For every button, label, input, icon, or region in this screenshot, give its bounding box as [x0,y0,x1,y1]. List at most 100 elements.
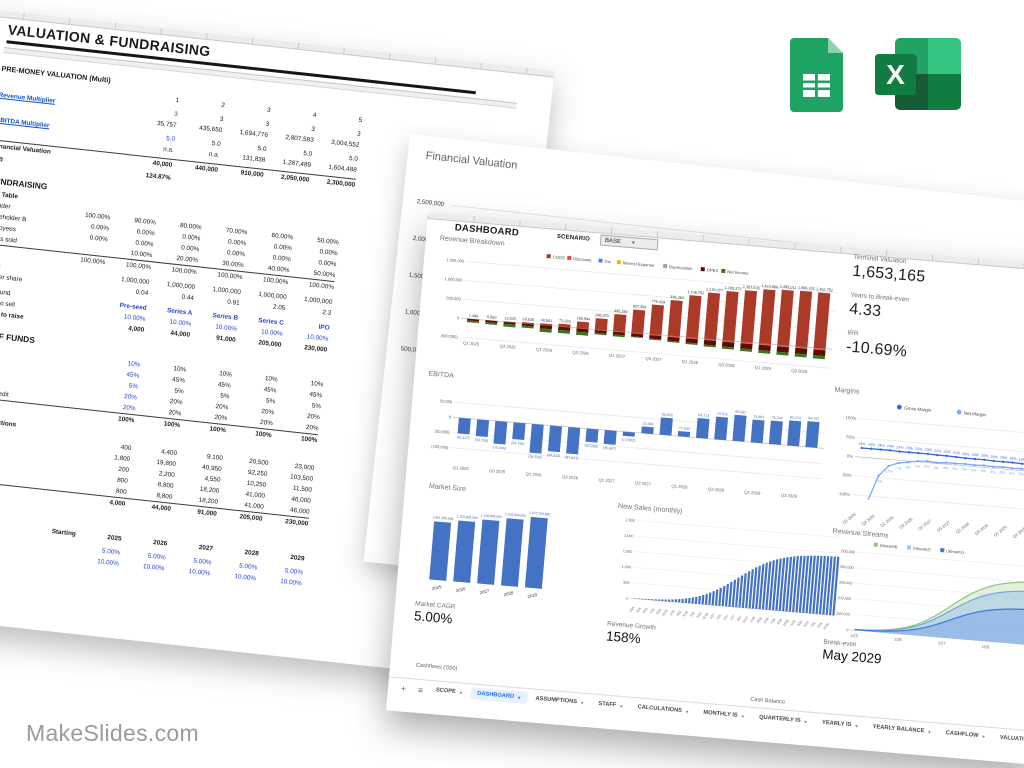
svg-text:Q3 2025: Q3 2025 [499,343,516,349]
tab-menu-arrow-icon[interactable]: ▼ [516,694,522,701]
svg-text:2,500: 2,500 [625,518,635,523]
kpi-column: Terminal Valuation 1,653,165 Years to Br… [844,254,1024,386]
kpi-years-to-breakeven: Years to Break-even 4.33 [848,291,910,321]
svg-text:Q1 2025: Q1 2025 [452,465,469,471]
svg-text:7/27: 7/27 [729,614,736,621]
sheet-tab-scope[interactable]: SCOPE ▼ [435,687,464,696]
svg-text:4%: 4% [952,467,958,471]
tab-menu-arrow-icon[interactable]: ▼ [579,699,585,706]
svg-text:11/26: 11/26 [701,612,709,621]
svg-text:23%: 23% [896,445,904,450]
svg-text:-3%: -3% [904,465,912,470]
revenue-breakdown-chart[interactable]: COGS Discounts Tax Interest Expense Deprecia… [431,243,843,379]
excel-icon: X [875,38,961,110]
tab-menu-arrow-icon[interactable]: ▼ [684,708,690,715]
svg-text:50,000: 50,000 [440,398,453,404]
svg-text:19%: 19% [990,455,998,460]
svg-text:169,594: 169,594 [576,316,590,321]
market-size-chart[interactable]: 1,051,200,000 2025 1,103,800,000 2026 1,158,… [420,491,561,610]
tab-menu-arrow-icon[interactable]: ▼ [803,718,809,725]
margins-panel: Margins Gross Margin Net Margin 100% 50% 0% -… [822,387,1024,556]
tab-menu-arrow-icon[interactable]: ▼ [740,713,746,719]
sheet-tab-assumptions[interactable]: ASSUMPTIONS ▼ [535,695,585,706]
svg-text:200,000: 200,000 [837,596,851,601]
svg-text:19%: 19% [1009,456,1017,461]
sheet-tab-monthly-is[interactable]: MONTHLY IS ▼ [703,709,746,719]
svg-text:Tax: Tax [604,259,612,265]
svg-text:Q3 2026: Q3 2026 [562,474,579,480]
app-icons: X [790,36,965,112]
tab-menu-arrow-icon[interactable]: ▼ [981,733,987,740]
svg-text:13,525: 13,525 [504,316,516,321]
dashboard-sheet: DASHBOARD SCENARIO BASE ▼ Revenue Breakd… [386,212,1024,765]
svg-text:OPEX: OPEX [707,267,719,273]
svg-text:11/25: 11/25 [661,608,669,617]
svg-text:22%: 22% [934,449,942,454]
svg-text:76,744: 76,744 [771,416,782,421]
sheet-tab-cashflow[interactable]: CASHFLOW ▼ [945,730,987,740]
revenue-streams-panel: Revenue Streams (Stream3) (Stream2) (Strea… [823,528,1024,668]
add-sheet-button[interactable]: + [400,683,407,694]
svg-text:(Stream3): (Stream3) [879,543,898,550]
svg-text:-17%: -17% [884,469,893,474]
svg-text:Net Margin: Net Margin [964,411,987,418]
svg-text:24%: 24% [858,442,866,447]
svg-text:936,290: 936,290 [670,295,684,300]
svg-text:1,105,752: 1,105,752 [687,290,704,295]
svg-text:500,000: 500,000 [841,549,855,554]
sheet-tab-calculations[interactable]: CALCULATIONS ▼ [637,704,690,715]
svg-text:1/25: 1/25 [850,633,859,639]
svg-text:5%: 5% [962,467,968,471]
svg-text:23%: 23% [915,447,923,452]
sheet-tab-staff[interactable]: STAFF ▼ [598,700,624,709]
chevron-down-icon: ▼ [630,239,637,246]
sheet-tab-yearly-balance[interactable]: YEARLY BALANCE ▼ [872,724,932,735]
market-size-panel: Market Size 1,051,200,000 2025 1,103,800,0… [419,483,561,615]
svg-text:(54,756): (54,756) [511,441,525,446]
svg-text:1,216,900,000: 1,216,900,000 [505,512,527,518]
svg-text:2028: 2028 [503,590,514,597]
svg-text:5%: 5% [1000,470,1006,474]
ebitda-chart[interactable]: 50,000 0 (50,000) (100,000) (51,147) Q1 2025 (… [420,379,831,505]
svg-text:Q1 2029: Q1 2029 [755,365,772,371]
svg-text:40,561: 40,561 [541,318,553,323]
sheet-tab-dashboard[interactable]: DASHBOARD ▼ [470,687,528,705]
sheet-tab-quarterly-is[interactable]: QUARTERLY IS ▼ [758,714,809,725]
tab-menu-arrow-icon[interactable]: ▼ [854,722,859,729]
svg-text:1,389: 1,389 [469,314,479,319]
svg-text:5/28: 5/28 [763,617,770,624]
svg-text:4%: 4% [971,468,977,472]
svg-text:Q3 2028: Q3 2028 [974,522,990,536]
stat-revenue-growth: Revenue Growth 158% [605,620,657,647]
tab-menu-arrow-icon[interactable]: ▼ [927,729,932,735]
svg-text:2%: 2% [933,466,939,470]
svg-text:Discounts: Discounts [573,256,592,263]
all-sheets-menu-icon[interactable]: ≡ [417,684,424,696]
tab-menu-arrow-icon[interactable]: ▼ [458,689,464,696]
svg-text:1/28: 1/28 [981,644,990,650]
svg-text:Q3 2029: Q3 2029 [781,493,798,499]
svg-text:1,215,077: 1,215,077 [706,287,723,292]
cash-balance-footnote: Cash Balance [750,696,786,706]
new-sales-chart[interactable]: 2,500 2,000 1,500 1,000 500 0 1/25 3/25 5/25 7/25… [608,511,847,646]
sheet-tab-valuation[interactable]: VALUATION▼ [999,734,1024,744]
svg-text:11/28: 11/28 [782,619,790,628]
svg-text:(54,754): (54,754) [475,438,489,443]
svg-text:1,051,200,000: 1,051,200,000 [432,515,454,521]
svg-text:X: X [886,59,905,90]
svg-text:5%: 5% [1018,472,1024,476]
svg-text:9/28: 9/28 [776,618,783,625]
svg-text:84,787: 84,787 [808,416,819,421]
svg-text:2,000: 2,000 [624,534,634,539]
svg-text:Q3 2029: Q3 2029 [1011,526,1024,540]
tab-menu-arrow-icon[interactable]: ▼ [619,703,624,709]
svg-text:-100%: -100% [838,491,851,497]
svg-text:Q1 2028: Q1 2028 [955,521,971,535]
margins-chart[interactable]: Gross Margin Net Margin 100% 50% 0% -50% -100%… [823,395,1024,551]
svg-text:2027: 2027 [479,588,490,595]
revenue-streams-chart[interactable]: (Stream3) (Stream2) (Stream1) 500,000 400,00… [823,536,1024,664]
svg-text:3/26: 3/26 [675,609,682,616]
svg-text:-45%: -45% [874,479,883,484]
sheet-tab-yearly-is[interactable]: YEARLY IS ▼ [821,719,859,729]
